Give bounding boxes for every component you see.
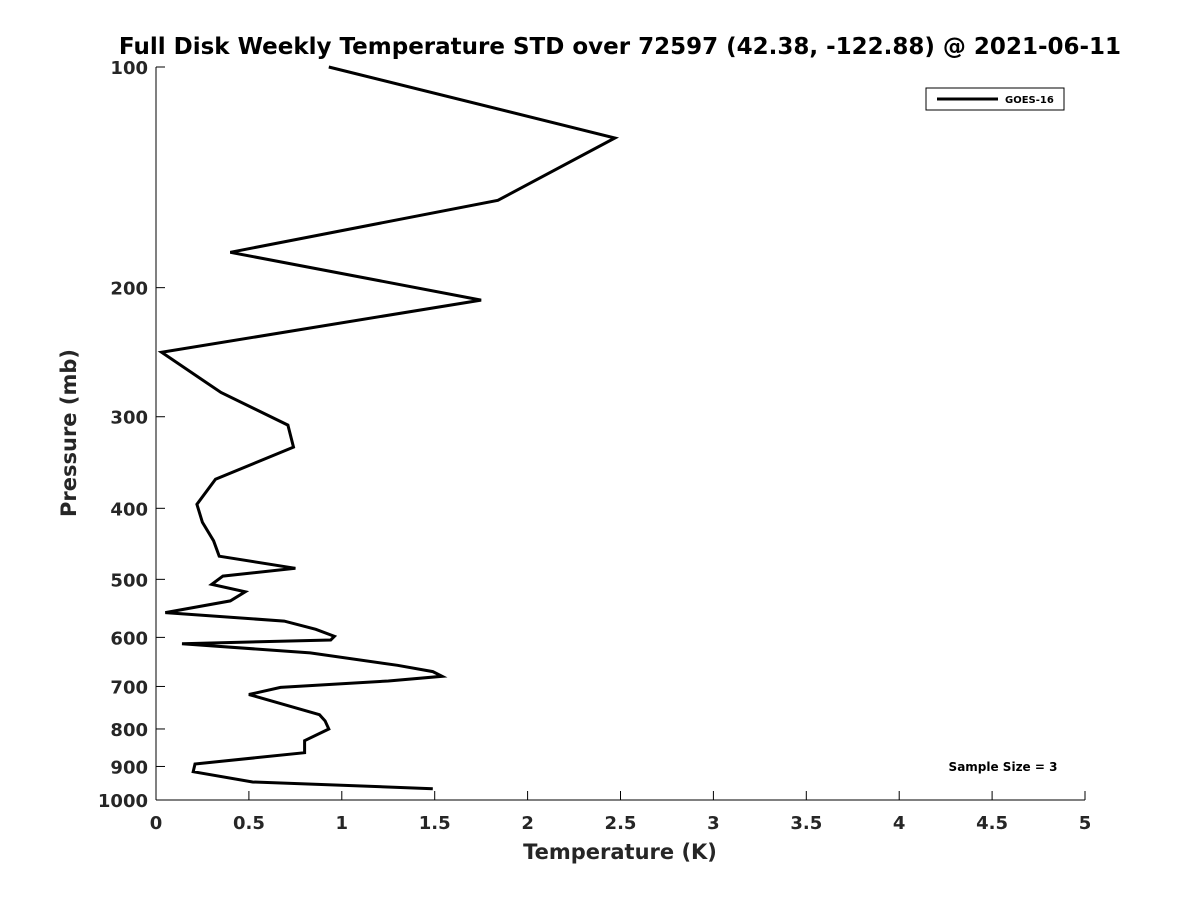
y-tick-label: 200 xyxy=(110,279,148,300)
y-tick-label: 900 xyxy=(110,757,148,778)
x-tick-label: 4 xyxy=(893,813,906,834)
series-layer xyxy=(157,65,620,791)
y-tick-label: 300 xyxy=(110,408,148,429)
x-tick-label: 2 xyxy=(521,813,534,834)
x-tick-label: 2.5 xyxy=(605,813,637,834)
y-tick-label: 800 xyxy=(110,720,148,741)
x-tick-label: 5 xyxy=(1079,813,1092,834)
y-axis-ticks: 100 200 300 400 500 600 700 800 900 1000 xyxy=(98,58,165,812)
y-tick-label: 500 xyxy=(110,570,148,591)
sample-size-annotation: Sample Size = 3 xyxy=(949,760,1058,774)
x-tick-label: 4.5 xyxy=(976,813,1008,834)
x-tick-label: 1.5 xyxy=(419,813,451,834)
y-tick-label: 600 xyxy=(110,628,148,649)
y-tick-label: 700 xyxy=(110,677,148,698)
x-tick-label: 3.5 xyxy=(790,813,822,834)
x-axis-ticks: 0 0.5 1 1.5 2 2.5 3 3.5 4 4.5 5 xyxy=(150,791,1092,834)
legend: GOES-16 xyxy=(925,87,1065,111)
x-axis-label: Temperature (K) xyxy=(523,840,717,864)
chart-title: Full Disk Weekly Temperature STD over 72… xyxy=(119,34,1121,60)
y-tick-label: 1000 xyxy=(98,791,148,812)
series-line-goes-16 xyxy=(157,65,620,791)
x-tick-label: 0.5 xyxy=(233,813,265,834)
x-tick-label: 1 xyxy=(336,813,349,834)
x-tick-label: 0 xyxy=(150,813,163,834)
legend-entry-goes-16: GOES-16 xyxy=(1005,95,1054,106)
y-tick-label: 400 xyxy=(110,499,148,520)
y-tick-label: 100 xyxy=(110,58,148,79)
x-tick-label: 3 xyxy=(707,813,720,834)
y-axis-label: Pressure (mb) xyxy=(57,349,81,517)
